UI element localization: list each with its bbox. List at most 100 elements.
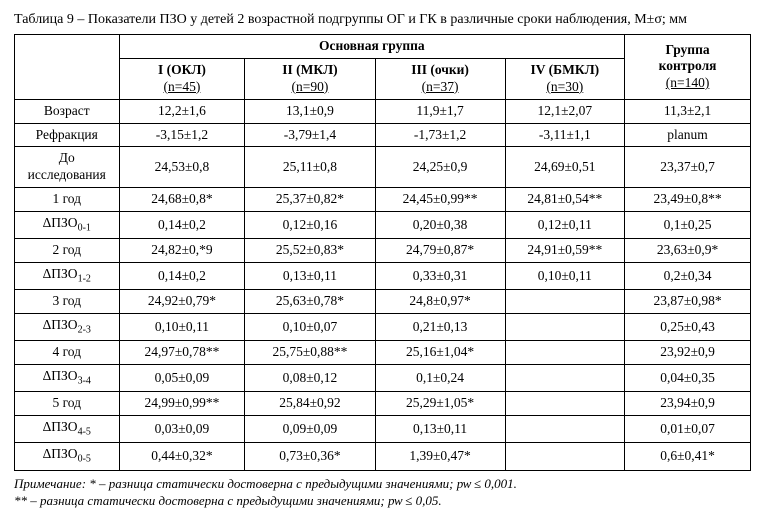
cell: 25,11±0,8 (245, 147, 375, 188)
table-body: Возраст12,2±1,613,1±0,911,9±1,712,1±2,07… (15, 99, 751, 470)
table-row: 3 год24,92±0,79*25,63±0,78*24,8±0,97*23,… (15, 290, 751, 314)
cell: 0,6±0,41* (625, 443, 751, 470)
row-label: ΔПЗО1-2 (15, 263, 120, 290)
cell: 0,04±0,35 (625, 365, 751, 392)
cell: 12,1±2,07 (505, 99, 624, 123)
cell: 24,25±0,9 (375, 147, 505, 188)
cell: 0,1±0,24 (375, 365, 505, 392)
col2-sub: (n=90) (249, 79, 370, 96)
cell: -3,79±1,4 (245, 123, 375, 147)
cell: 0,03±0,09 (119, 416, 245, 443)
row-label: ΔПЗО0-1 (15, 212, 120, 239)
row-label: 3 год (15, 290, 120, 314)
cell (505, 443, 624, 470)
cell (505, 365, 624, 392)
cell: 0,09±0,09 (245, 416, 375, 443)
col2-header: II (МКЛ) (n=90) (245, 58, 375, 99)
cell: 0,01±0,07 (625, 416, 751, 443)
cell: 24,82±0,*9 (119, 239, 245, 263)
cell: 0,10±0,07 (245, 314, 375, 341)
cell (505, 392, 624, 416)
cell: 0,13±0,11 (245, 263, 375, 290)
cell: 0,10±0,11 (505, 263, 624, 290)
col1-sub: (n=45) (124, 79, 241, 96)
row-label: ΔПЗО2-3 (15, 314, 120, 341)
table-row: ΔПЗО2-30,10±0,110,10±0,070,21±0,130,25±0… (15, 314, 751, 341)
cell: 0,20±0,38 (375, 212, 505, 239)
col4-header: IV (БМКЛ) (n=30) (505, 58, 624, 99)
data-table: Основная группа Группа контроля (n=140) … (14, 34, 751, 471)
col3-sub: (n=37) (380, 79, 501, 96)
col3-top: III (очки) (380, 62, 501, 79)
cell: -3,11±1,1 (505, 123, 624, 147)
stub-header (15, 35, 120, 100)
col4-top: IV (БМКЛ) (510, 62, 620, 79)
table-row: 1 год24,68±0,8*25,37±0,82*24,45±0,99**24… (15, 188, 751, 212)
cell: 11,9±1,7 (375, 99, 505, 123)
row-label: 4 год (15, 341, 120, 365)
row-label: 5 год (15, 392, 120, 416)
cell: 23,63±0,9* (625, 239, 751, 263)
notes-line1: * – разница статически достоверна с пред… (89, 476, 517, 491)
cell: 0,08±0,12 (245, 365, 375, 392)
cell: 0,33±0,31 (375, 263, 505, 290)
row-label: 2 год (15, 239, 120, 263)
cell: planum (625, 123, 751, 147)
cell: 0,05±0,09 (119, 365, 245, 392)
control-n: (n=140) (629, 75, 746, 92)
cell: 25,75±0,88** (245, 341, 375, 365)
row-label: 1 год (15, 188, 120, 212)
table-row: До исследования24,53±0,825,11±0,824,25±0… (15, 147, 751, 188)
cell: 1,39±0,47* (375, 443, 505, 470)
cell: 0,14±0,2 (119, 212, 245, 239)
cell: 25,37±0,82* (245, 188, 375, 212)
cell: 0,12±0,16 (245, 212, 375, 239)
table-row: Возраст12,2±1,613,1±0,911,9±1,712,1±2,07… (15, 99, 751, 123)
cell: 0,44±0,32* (119, 443, 245, 470)
cell: 23,49±0,8** (625, 188, 751, 212)
cell: 25,63±0,78* (245, 290, 375, 314)
table-row: Рефракция-3,15±1,2-3,79±1,4-1,73±1,2-3,1… (15, 123, 751, 147)
row-label: Рефракция (15, 123, 120, 147)
col3-header: III (очки) (n=37) (375, 58, 505, 99)
table-row: 5 год24,99±0,99**25,84±0,9225,29±1,05*23… (15, 392, 751, 416)
col1-top: I (ОКЛ) (124, 62, 241, 79)
cell: 11,3±2,1 (625, 99, 751, 123)
cell: 0,10±0,11 (119, 314, 245, 341)
cell: 0,1±0,25 (625, 212, 751, 239)
notes-prefix: Примечание: (14, 476, 89, 491)
table-row: ΔПЗО3-40,05±0,090,08±0,120,1±0,24 0,04±0,… (15, 365, 751, 392)
control-bottom: контроля (629, 58, 746, 75)
cell (505, 314, 624, 341)
cell: 0,12±0,11 (505, 212, 624, 239)
cell: 24,91±0,59** (505, 239, 624, 263)
cell: 0,14±0,2 (119, 263, 245, 290)
col4-sub: (n=30) (510, 79, 620, 96)
row-label: ΔПЗО4-5 (15, 416, 120, 443)
row-label: До исследования (15, 147, 120, 188)
cell (505, 416, 624, 443)
cell: 0,25±0,43 (625, 314, 751, 341)
cell: 24,97±0,78** (119, 341, 245, 365)
cell (505, 290, 624, 314)
table-row: 4 год24,97±0,78**25,75±0,88**25,16±1,04*… (15, 341, 751, 365)
cell: 24,68±0,8* (119, 188, 245, 212)
cell: 24,79±0,87* (375, 239, 505, 263)
cell: 24,45±0,99** (375, 188, 505, 212)
notes-line2: ** – разница статически достоверна с пре… (14, 493, 442, 508)
cell: 24,81±0,54** (505, 188, 624, 212)
cell: 12,2±1,6 (119, 99, 245, 123)
table-notes: Примечание: * – разница статически досто… (14, 475, 751, 510)
cell: 24,69±0,51 (505, 147, 624, 188)
cell: 24,99±0,99** (119, 392, 245, 416)
cell: 25,84±0,92 (245, 392, 375, 416)
row-label: ΔПЗО3-4 (15, 365, 120, 392)
cell: 24,8±0,97* (375, 290, 505, 314)
cell: 25,16±1,04* (375, 341, 505, 365)
row-label: ΔПЗО0-5 (15, 443, 120, 470)
cell: 0,13±0,11 (375, 416, 505, 443)
cell: 25,52±0,83* (245, 239, 375, 263)
cell: 0,2±0,34 (625, 263, 751, 290)
col1-header: I (ОКЛ) (n=45) (119, 58, 245, 99)
table-row: ΔПЗО0-10,14±0,20,12±0,160,20±0,380,12±0,… (15, 212, 751, 239)
